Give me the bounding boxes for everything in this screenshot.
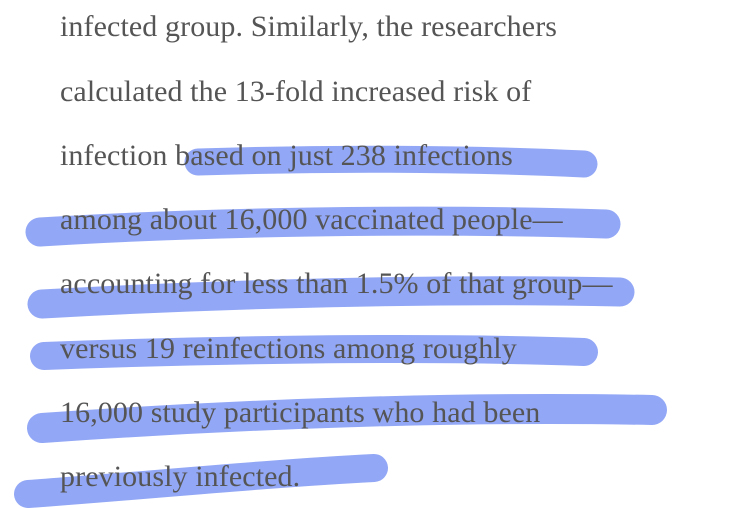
article-text-line: among about 16,000 vaccinated people— [60,203,563,236]
article-text-line: versus 19 reinfections among roughly [60,332,517,365]
article-text-line: accounting for less than 1.5% of that gr… [60,267,613,300]
article-text-line: 16,000 study participants who had been [60,396,541,429]
article-text-line: infection based on just 238 infections [60,139,513,172]
article-text-line: calculated the 13-fold increased risk of [60,75,532,108]
article-text-line: infected group. Similarly, the researche… [60,10,558,43]
article-text-line: previously infected. [60,460,301,493]
